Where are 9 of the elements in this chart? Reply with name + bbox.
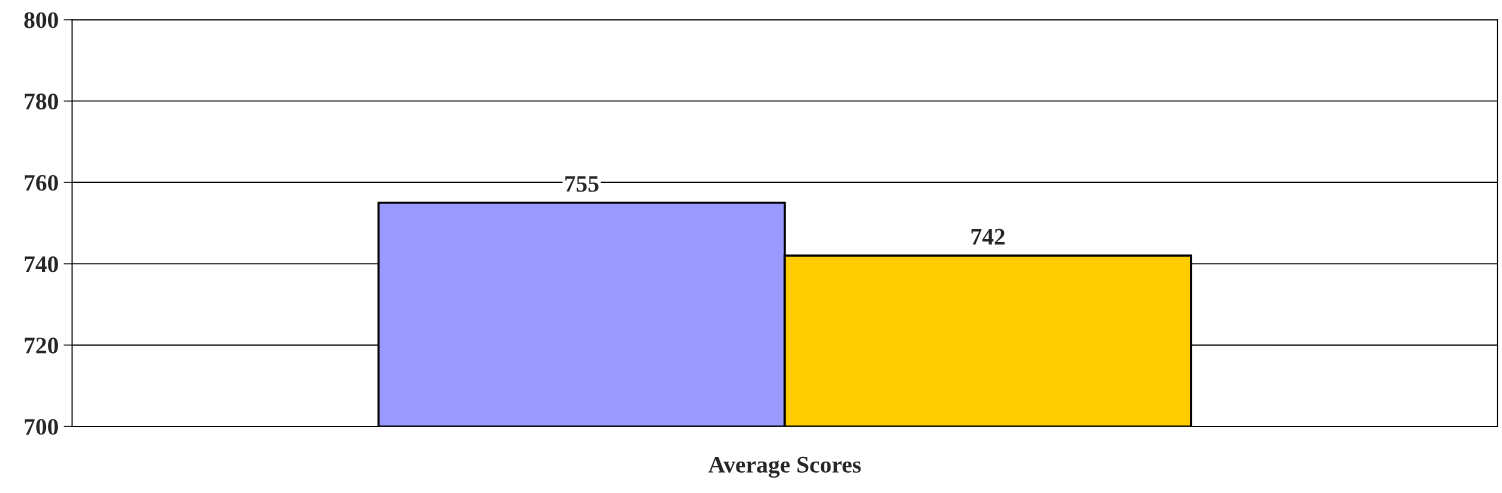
y-tick-label: 740 <box>24 256 58 273</box>
y-tick-label: 700 <box>24 418 58 435</box>
data-label: 755 <box>565 176 599 192</box>
y-tick-label: 760 <box>24 174 58 191</box>
y-tick-label: 780 <box>24 93 58 110</box>
y-tick-label: 800 <box>24 12 58 29</box>
data-label: 742 <box>971 228 1005 245</box>
y-tick-label: 720 <box>24 337 58 354</box>
x-axis-title: Average Scores <box>708 456 861 478</box>
